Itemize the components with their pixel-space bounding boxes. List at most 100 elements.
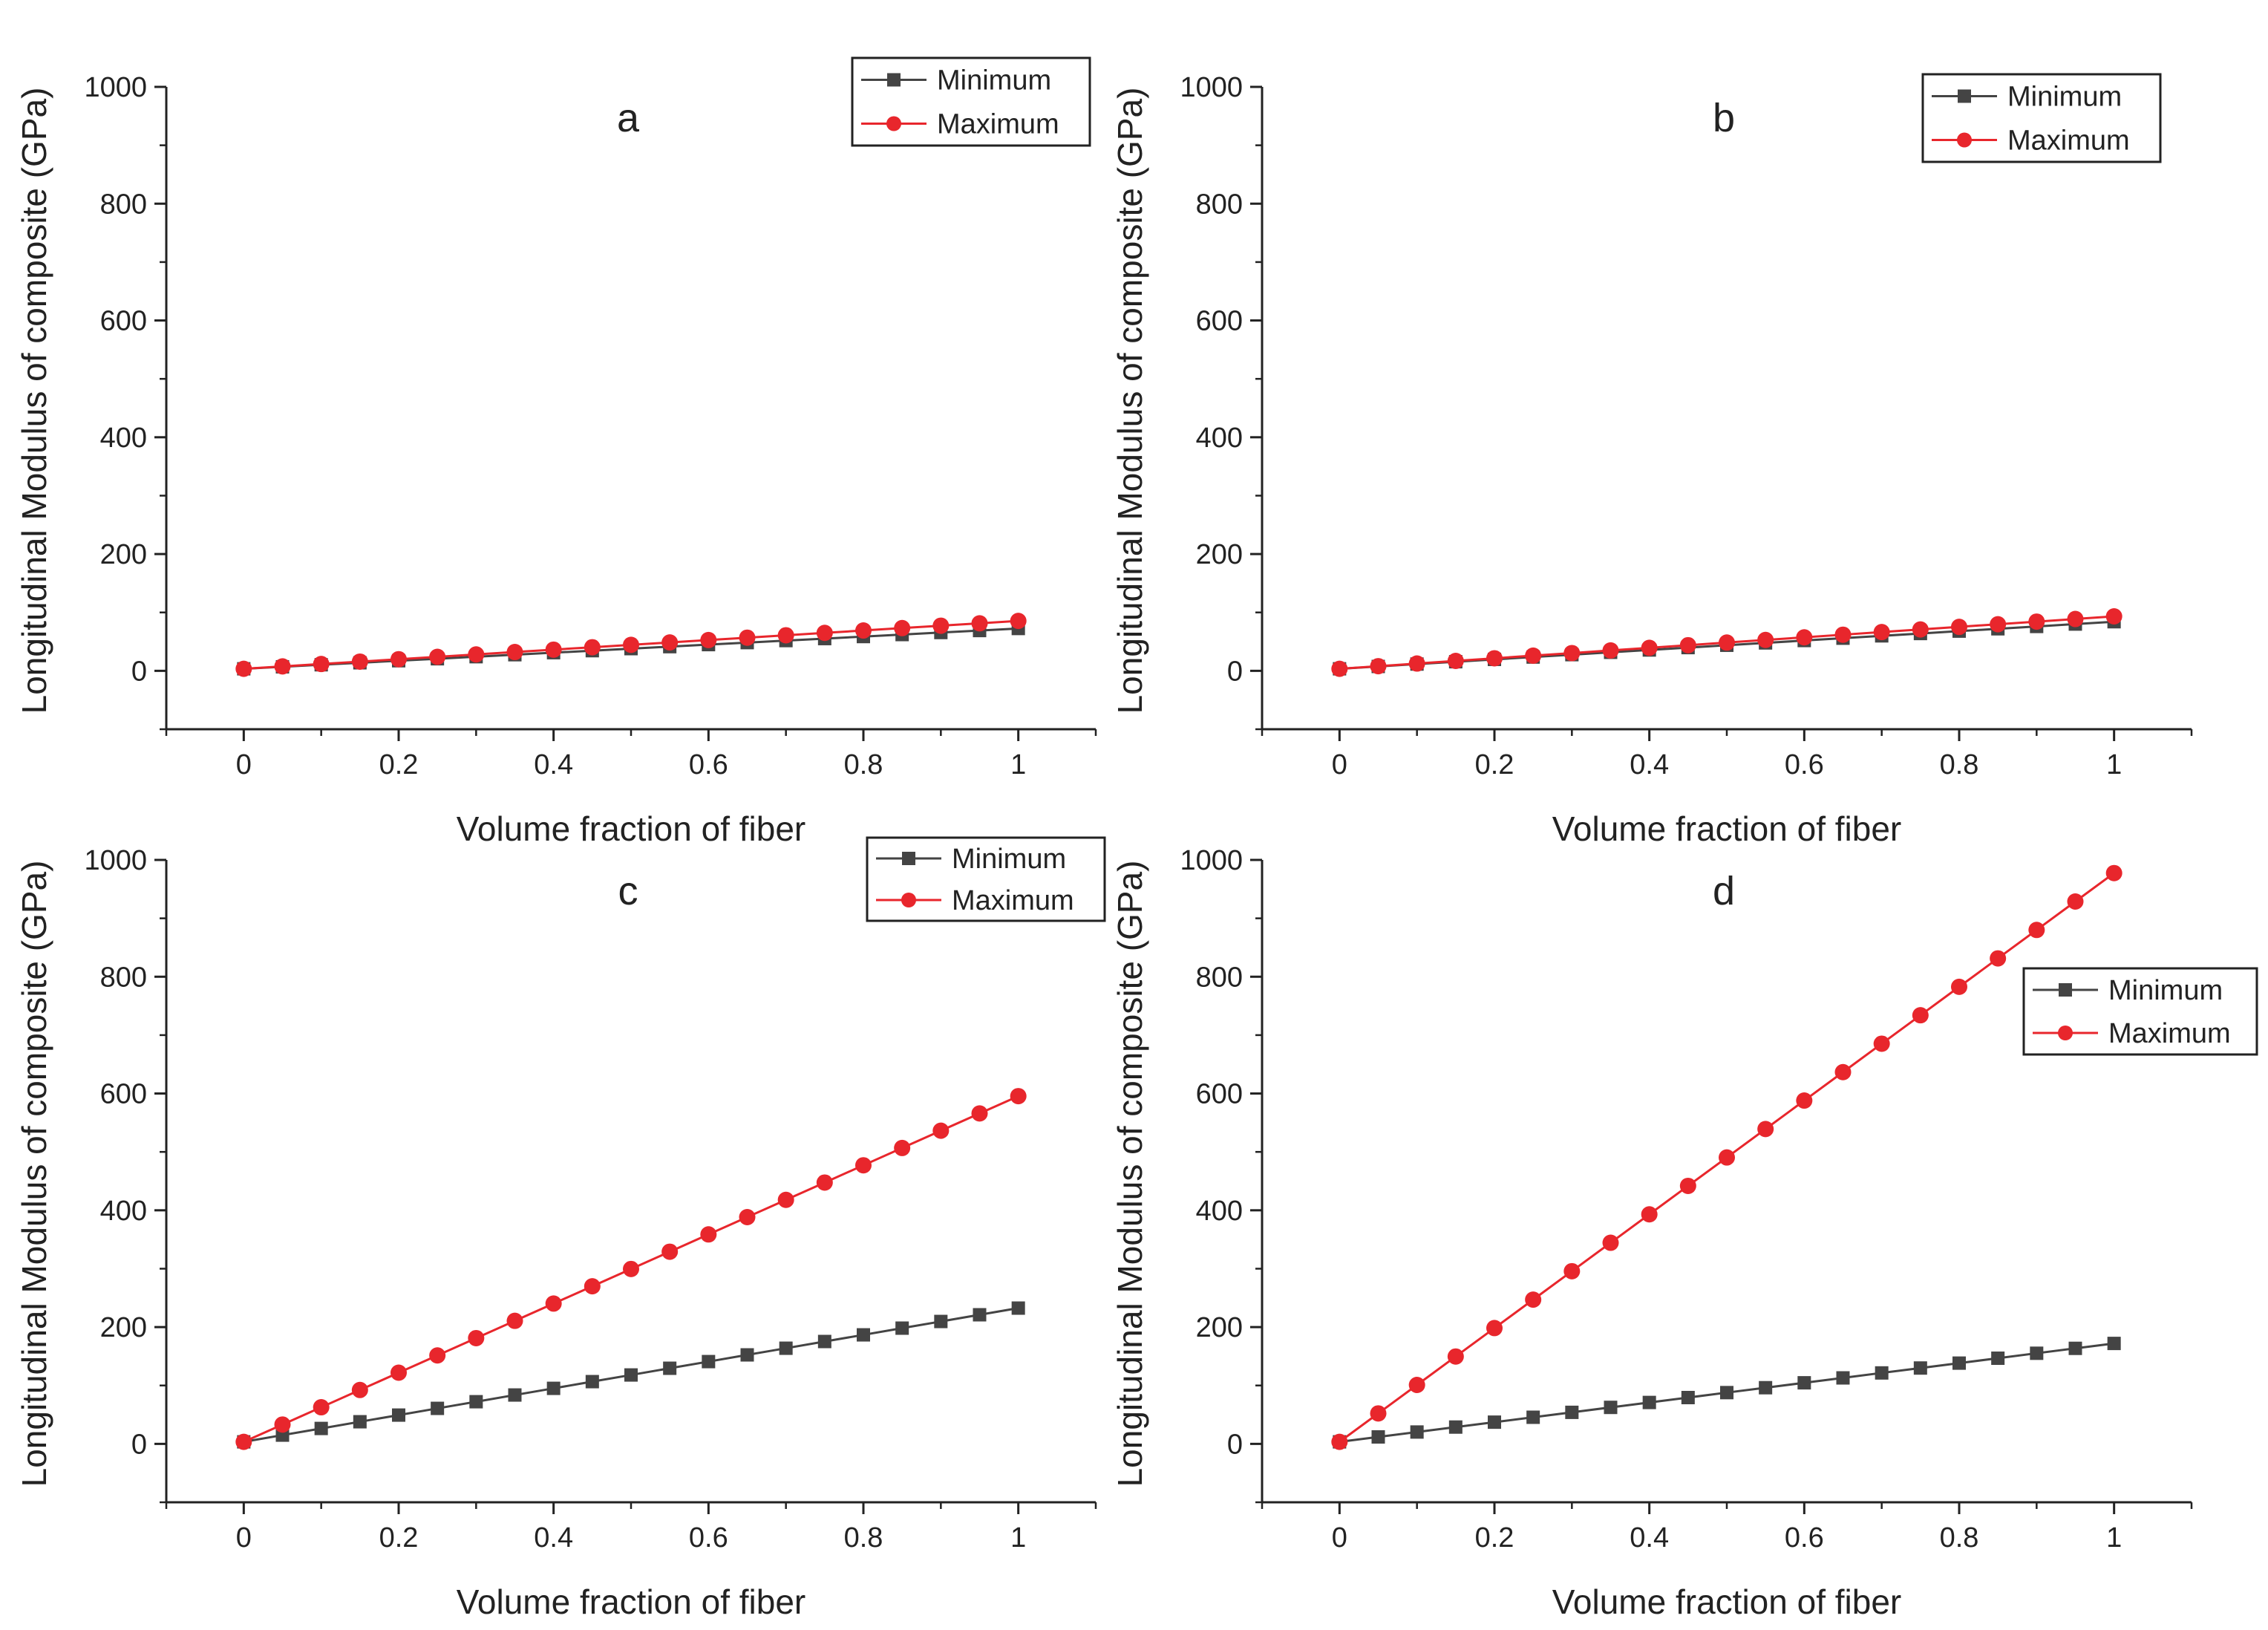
y-tick-label: 1000	[84, 845, 147, 876]
data-point-minimum	[973, 1308, 987, 1322]
legend-label-maximum: Maximum	[937, 109, 1059, 140]
legend: Minimum Maximum	[866, 836, 1106, 922]
data-point-maximum	[932, 617, 950, 634]
data-point-minimum	[1526, 1410, 1540, 1424]
y-tick-label: 0	[1227, 1429, 1243, 1460]
data-point-minimum	[1642, 1395, 1656, 1409]
data-point-maximum	[932, 1122, 950, 1139]
data-point-maximum	[816, 625, 833, 642]
x-tick-label: 0.6	[1785, 749, 1824, 780]
y-tick-label: 800	[100, 189, 147, 220]
legend: Minimum Maximum	[2022, 967, 2258, 1056]
data-point-maximum	[1990, 616, 2007, 633]
y-tick-label: 800	[1196, 189, 1243, 220]
data-point-maximum	[1331, 660, 1348, 677]
data-point-maximum	[1757, 1121, 1774, 1138]
data-point-maximum	[816, 1174, 833, 1191]
y-tick-label: 200	[100, 539, 147, 570]
legend-marker-minimum	[902, 852, 915, 865]
data-point-minimum	[857, 1328, 870, 1342]
data-point-maximum	[1873, 1035, 1890, 1052]
x-tick-label: 0.2	[1475, 1522, 1514, 1554]
data-point-minimum	[1488, 1415, 1501, 1429]
x-tick-label: 0.2	[379, 1522, 419, 1554]
data-point-maximum	[777, 627, 794, 644]
legend-label-maximum: Maximum	[2007, 125, 2130, 157]
data-point-maximum	[971, 615, 988, 632]
data-point-maximum	[1912, 1007, 1929, 1024]
data-point-maximum	[1951, 978, 1967, 995]
data-point-maximum	[1912, 621, 1929, 638]
x-tick-label: 0.2	[1475, 749, 1514, 780]
data-point-maximum	[313, 1399, 330, 1416]
data-point-minimum	[1565, 1405, 1579, 1419]
data-point-maximum	[1602, 1234, 1619, 1251]
data-point-maximum	[2067, 893, 2084, 910]
data-point-maximum	[429, 1347, 446, 1364]
data-point-maximum	[1010, 613, 1027, 630]
data-point-minimum	[2030, 1346, 2044, 1360]
data-point-maximum	[739, 629, 756, 646]
y-axis-title: Longitudinal Modulus of composite (GPa)	[15, 88, 53, 714]
data-point-maximum	[1796, 1092, 1813, 1109]
data-point-maximum	[623, 1260, 639, 1277]
legend: Minimum Maximum	[1921, 73, 2162, 163]
data-point-maximum	[1563, 1262, 1581, 1279]
data-point-maximum	[274, 658, 291, 675]
panel-letter: b	[1713, 96, 1735, 140]
legend-label-minimum: Minimum	[2108, 975, 2223, 1006]
data-point-maximum	[700, 1226, 717, 1243]
y-tick-label: 600	[1196, 306, 1243, 337]
data-point-maximum	[468, 1329, 485, 1346]
data-point-minimum	[1410, 1425, 1424, 1439]
data-point-maximum	[1525, 647, 1542, 664]
y-axis-title: Longitudinal Modulus of composite (GPa)	[1111, 88, 1149, 714]
data-point-maximum	[1641, 639, 1658, 656]
legend-marker-maximum	[886, 116, 901, 131]
data-point-maximum	[700, 631, 717, 648]
data-point-minimum	[314, 1421, 328, 1435]
data-point-minimum	[740, 1348, 754, 1362]
data-point-maximum	[584, 1278, 601, 1295]
data-point-maximum	[2067, 610, 2084, 627]
data-point-minimum	[895, 1321, 909, 1335]
data-point-maximum	[1796, 629, 1813, 646]
x-tick-label: 1	[1010, 749, 1026, 780]
x-tick-label: 0.8	[844, 1522, 883, 1554]
data-point-minimum	[1448, 1420, 1463, 1434]
data-point-maximum	[390, 651, 407, 668]
x-tick-label: 0	[1332, 749, 1347, 780]
data-point-minimum	[1681, 1391, 1695, 1405]
data-point-maximum	[506, 1312, 523, 1329]
data-point-maximum	[855, 1157, 872, 1174]
y-tick-label: 800	[1196, 962, 1243, 993]
data-point-maximum	[235, 660, 252, 677]
data-point-minimum	[1836, 1371, 1850, 1385]
x-tick-label: 0.8	[1940, 1522, 1979, 1554]
data-point-minimum	[1875, 1366, 1889, 1380]
y-tick-label: 400	[100, 1196, 147, 1227]
x-tick-label: 1	[2106, 749, 2122, 780]
data-point-maximum	[1447, 652, 1464, 669]
data-point-maximum	[1834, 1063, 1852, 1080]
x-tick-label: 0	[236, 749, 252, 780]
data-point-maximum	[2105, 864, 2122, 881]
data-point-maximum	[1641, 1206, 1658, 1223]
y-tick-label: 0	[1227, 656, 1243, 687]
data-point-minimum	[546, 1381, 561, 1395]
data-point-minimum	[392, 1408, 405, 1422]
x-tick-label: 0.4	[1630, 1522, 1669, 1554]
y-axis-title: Longitudinal Modulus of composite (GPa)	[1111, 861, 1149, 1487]
data-point-minimum	[1991, 1352, 2005, 1366]
data-point-maximum	[1370, 1405, 1387, 1422]
data-point-minimum	[1913, 1361, 1927, 1375]
x-tick-label: 0.8	[844, 749, 883, 780]
data-point-maximum	[390, 1364, 407, 1381]
panel-letter: c	[618, 869, 638, 913]
data-point-maximum	[274, 1416, 291, 1433]
legend-label-minimum: Minimum	[952, 844, 1066, 875]
data-point-minimum	[2107, 1337, 2121, 1351]
y-tick-label: 200	[1196, 1312, 1243, 1343]
legend-marker-maximum	[901, 893, 916, 907]
legend-label-minimum: Minimum	[2007, 82, 2122, 113]
